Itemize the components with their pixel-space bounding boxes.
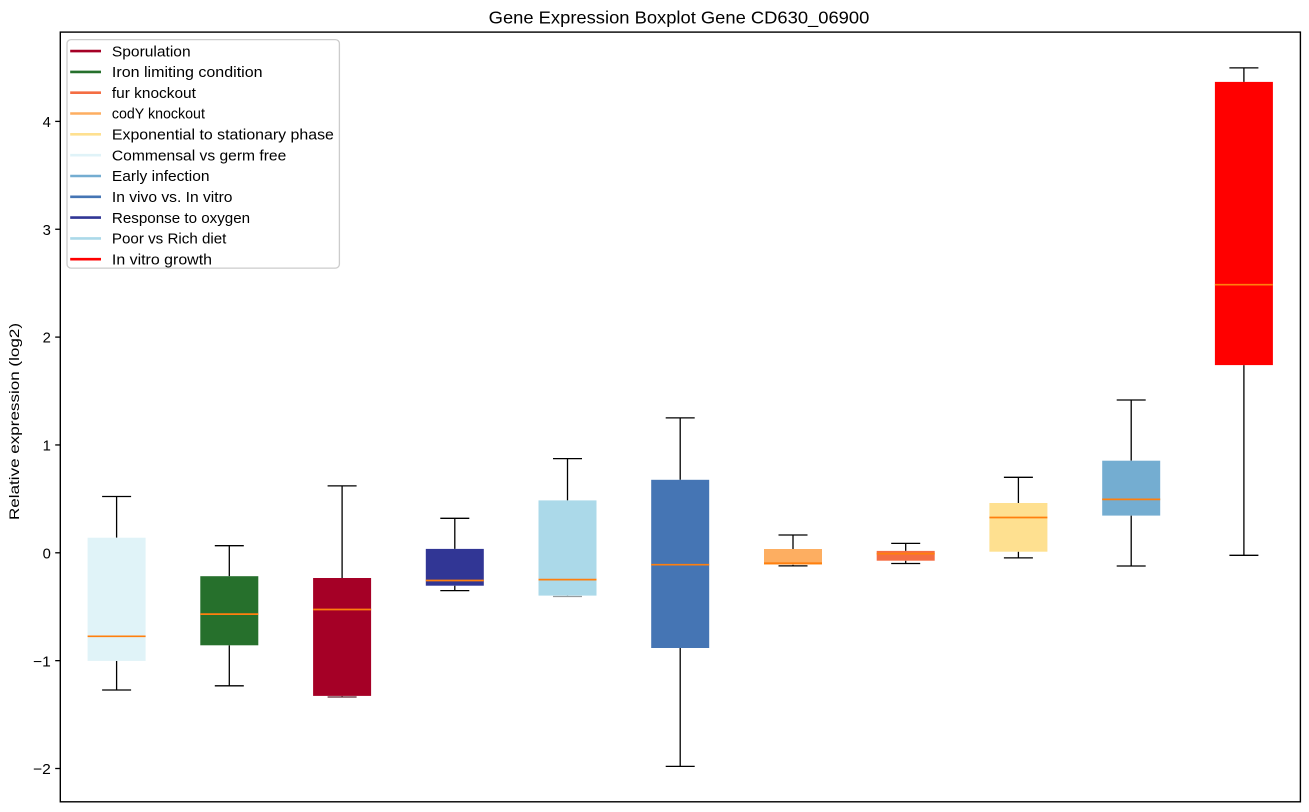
- svg-text:3: 3: [43, 223, 51, 239]
- svg-text:Relative expression (log2): Relative expression (log2): [6, 323, 22, 520]
- svg-text:Sporulation: Sporulation: [112, 44, 191, 60]
- svg-text:Response to oxygen: Response to oxygen: [112, 211, 250, 227]
- svg-text:Commensal vs germ free: Commensal vs germ free: [112, 148, 286, 164]
- svg-text:−2: −2: [33, 762, 51, 778]
- svg-text:In vivo vs. In vitro: In vivo vs. In vitro: [112, 190, 233, 206]
- svg-text:4: 4: [43, 115, 51, 131]
- svg-text:Gene Expression Boxplot Gene C: Gene Expression Boxplot Gene CD630_06900: [489, 8, 870, 28]
- svg-text:Iron limiting condition: Iron limiting condition: [112, 65, 263, 81]
- svg-text:−1: −1: [33, 654, 51, 670]
- svg-text:2: 2: [43, 331, 51, 347]
- svg-text:0: 0: [43, 546, 51, 562]
- svg-text:In vitro growth: In vitro growth: [112, 252, 212, 268]
- svg-text:fur knockout: fur knockout: [112, 86, 196, 102]
- svg-text:1: 1: [43, 439, 51, 455]
- svg-text:Poor vs Rich diet: Poor vs Rich diet: [112, 232, 227, 248]
- svg-text:Early infection: Early infection: [112, 169, 210, 185]
- svg-text:Exponential to stationary phas: Exponential to stationary phase: [112, 128, 334, 144]
- svg-text:codY knockout: codY knockout: [112, 107, 205, 123]
